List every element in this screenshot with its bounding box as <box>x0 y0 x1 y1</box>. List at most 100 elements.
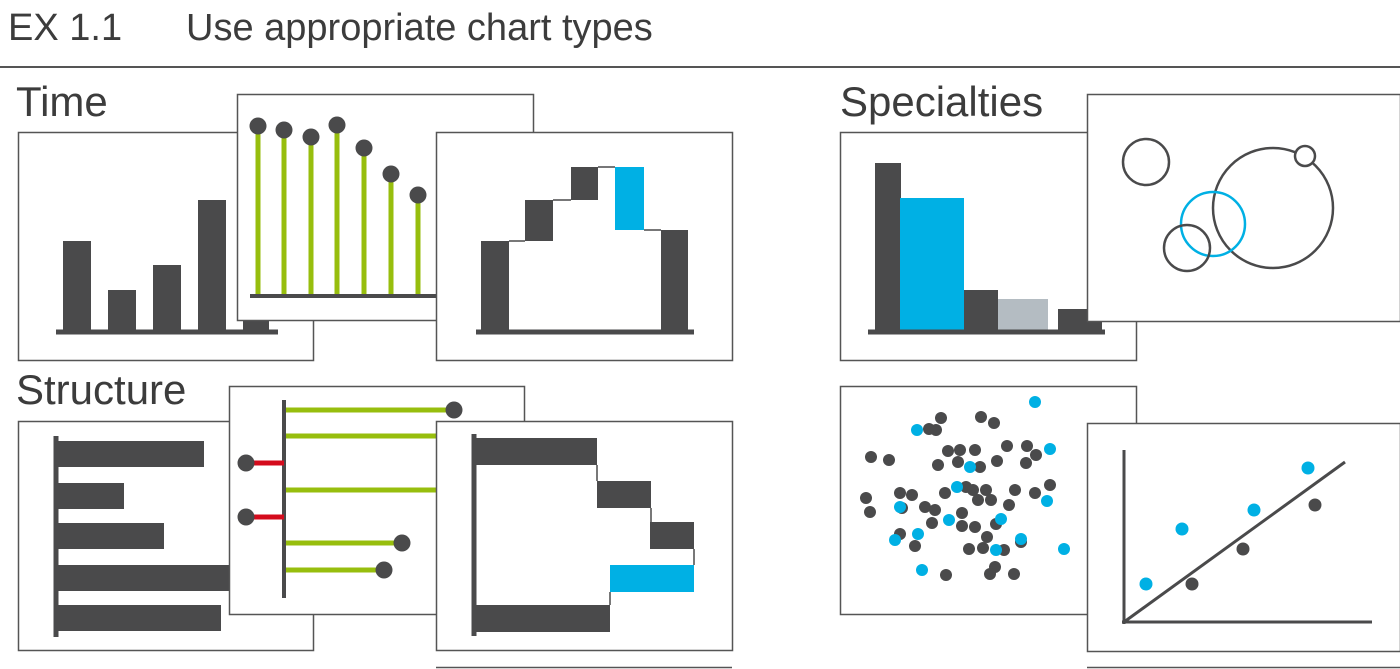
scatter-point <box>1003 499 1015 511</box>
bar <box>610 565 694 592</box>
scatter-point-highlight <box>916 564 928 576</box>
bar <box>615 167 644 230</box>
card-frame <box>1086 422 1400 653</box>
stem-head <box>328 116 346 134</box>
bar <box>650 522 694 549</box>
bar <box>58 605 221 631</box>
scatter-point-highlight <box>964 461 976 473</box>
scatter-point <box>926 517 938 529</box>
scatter-point-highlight <box>1175 522 1189 536</box>
scatter-point-highlight <box>995 513 1007 525</box>
scatter-point <box>864 506 876 518</box>
stem-head <box>302 128 320 146</box>
bar <box>476 438 597 465</box>
stem-head <box>237 508 255 526</box>
page-title: EX 1.1 Use appropriate chart types <box>8 4 653 52</box>
section-label-time: Time <box>16 78 108 125</box>
bubble <box>1121 137 1171 187</box>
stem-head <box>375 561 393 579</box>
bubble-highlight <box>1179 190 1247 258</box>
scatter-point-highlight <box>951 481 963 493</box>
scatter-point <box>980 484 992 496</box>
bubble <box>1293 144 1317 168</box>
bar <box>58 483 124 509</box>
bar <box>571 167 598 200</box>
scatter-point <box>969 444 981 456</box>
scatter-point <box>932 459 944 471</box>
scatter-point <box>1185 577 1199 591</box>
scatter-point <box>974 461 986 473</box>
stem-head <box>355 139 373 157</box>
stem-head <box>393 534 411 552</box>
stem-head <box>445 401 463 419</box>
bar <box>661 230 688 331</box>
scatter-point <box>984 568 996 580</box>
scatter-point-highlight <box>990 544 1002 556</box>
scatter-point <box>991 455 1003 467</box>
scatter-point-highlight <box>1058 543 1070 555</box>
bar <box>964 290 998 331</box>
bar <box>476 605 610 632</box>
bar <box>58 441 204 467</box>
scatter-point-highlight <box>1044 443 1056 455</box>
stem-head <box>237 454 255 472</box>
stem-head <box>409 186 427 204</box>
exhibit-title: Use appropriate chart types <box>186 7 653 49</box>
scatter-point <box>1008 568 1020 580</box>
bar <box>58 523 164 549</box>
scatter-point <box>956 520 968 532</box>
scatter-point <box>894 487 906 499</box>
scatter-point <box>981 531 993 543</box>
bar <box>63 241 91 331</box>
scatter-point <box>860 492 872 504</box>
scatter-point <box>1030 449 1042 461</box>
scatter-point <box>909 540 921 552</box>
horizontal-waterfall-chart-icon <box>435 420 734 652</box>
scatter-point <box>919 501 931 513</box>
section-label-structure: Structure <box>16 366 187 413</box>
bar <box>525 200 553 241</box>
scatter-point <box>865 451 877 463</box>
scatter-point <box>930 424 942 436</box>
bar <box>998 299 1048 331</box>
scatter-point-highlight <box>1139 577 1153 591</box>
bar <box>108 290 136 331</box>
scatter-point <box>977 542 989 554</box>
scatter-point <box>1021 440 1033 452</box>
bar <box>198 200 226 331</box>
scatter-point <box>940 569 952 581</box>
scatter-point <box>1236 542 1250 556</box>
regression-chart-icon <box>1086 422 1400 653</box>
exhibit-number: EX 1.1 <box>8 7 123 49</box>
scatter-point <box>1044 479 1056 491</box>
scatter-point <box>883 454 895 466</box>
bar <box>58 565 236 591</box>
stem-head <box>275 121 293 139</box>
scatter-point-highlight <box>1041 495 1053 507</box>
scatter-point <box>969 521 981 533</box>
scatter-point <box>1009 484 1021 496</box>
scatter-point-highlight <box>1015 533 1027 545</box>
waterfall-chart-icon <box>435 131 734 362</box>
scatter-point <box>954 444 966 456</box>
stem-head <box>382 165 400 183</box>
scatter-point <box>985 494 997 506</box>
scatter-point <box>1308 498 1322 512</box>
scatter-point-highlight <box>912 528 924 540</box>
bar <box>900 198 964 331</box>
bar <box>481 241 509 331</box>
scatter-point <box>975 411 987 423</box>
card-frame <box>435 131 734 362</box>
section-label-specialties: Specialties <box>840 78 1044 125</box>
scatter-point <box>963 543 975 555</box>
scatter-point-highlight <box>911 424 923 436</box>
scatter-point <box>1020 457 1032 469</box>
scatter-point <box>972 494 984 506</box>
bubble-chart-icon <box>1086 93 1400 323</box>
scatter-point <box>1001 440 1013 452</box>
scatter-point-highlight <box>889 534 901 546</box>
scatter-point <box>988 417 1000 429</box>
scatter-point-highlight <box>894 501 906 513</box>
scatter-point <box>906 489 918 501</box>
